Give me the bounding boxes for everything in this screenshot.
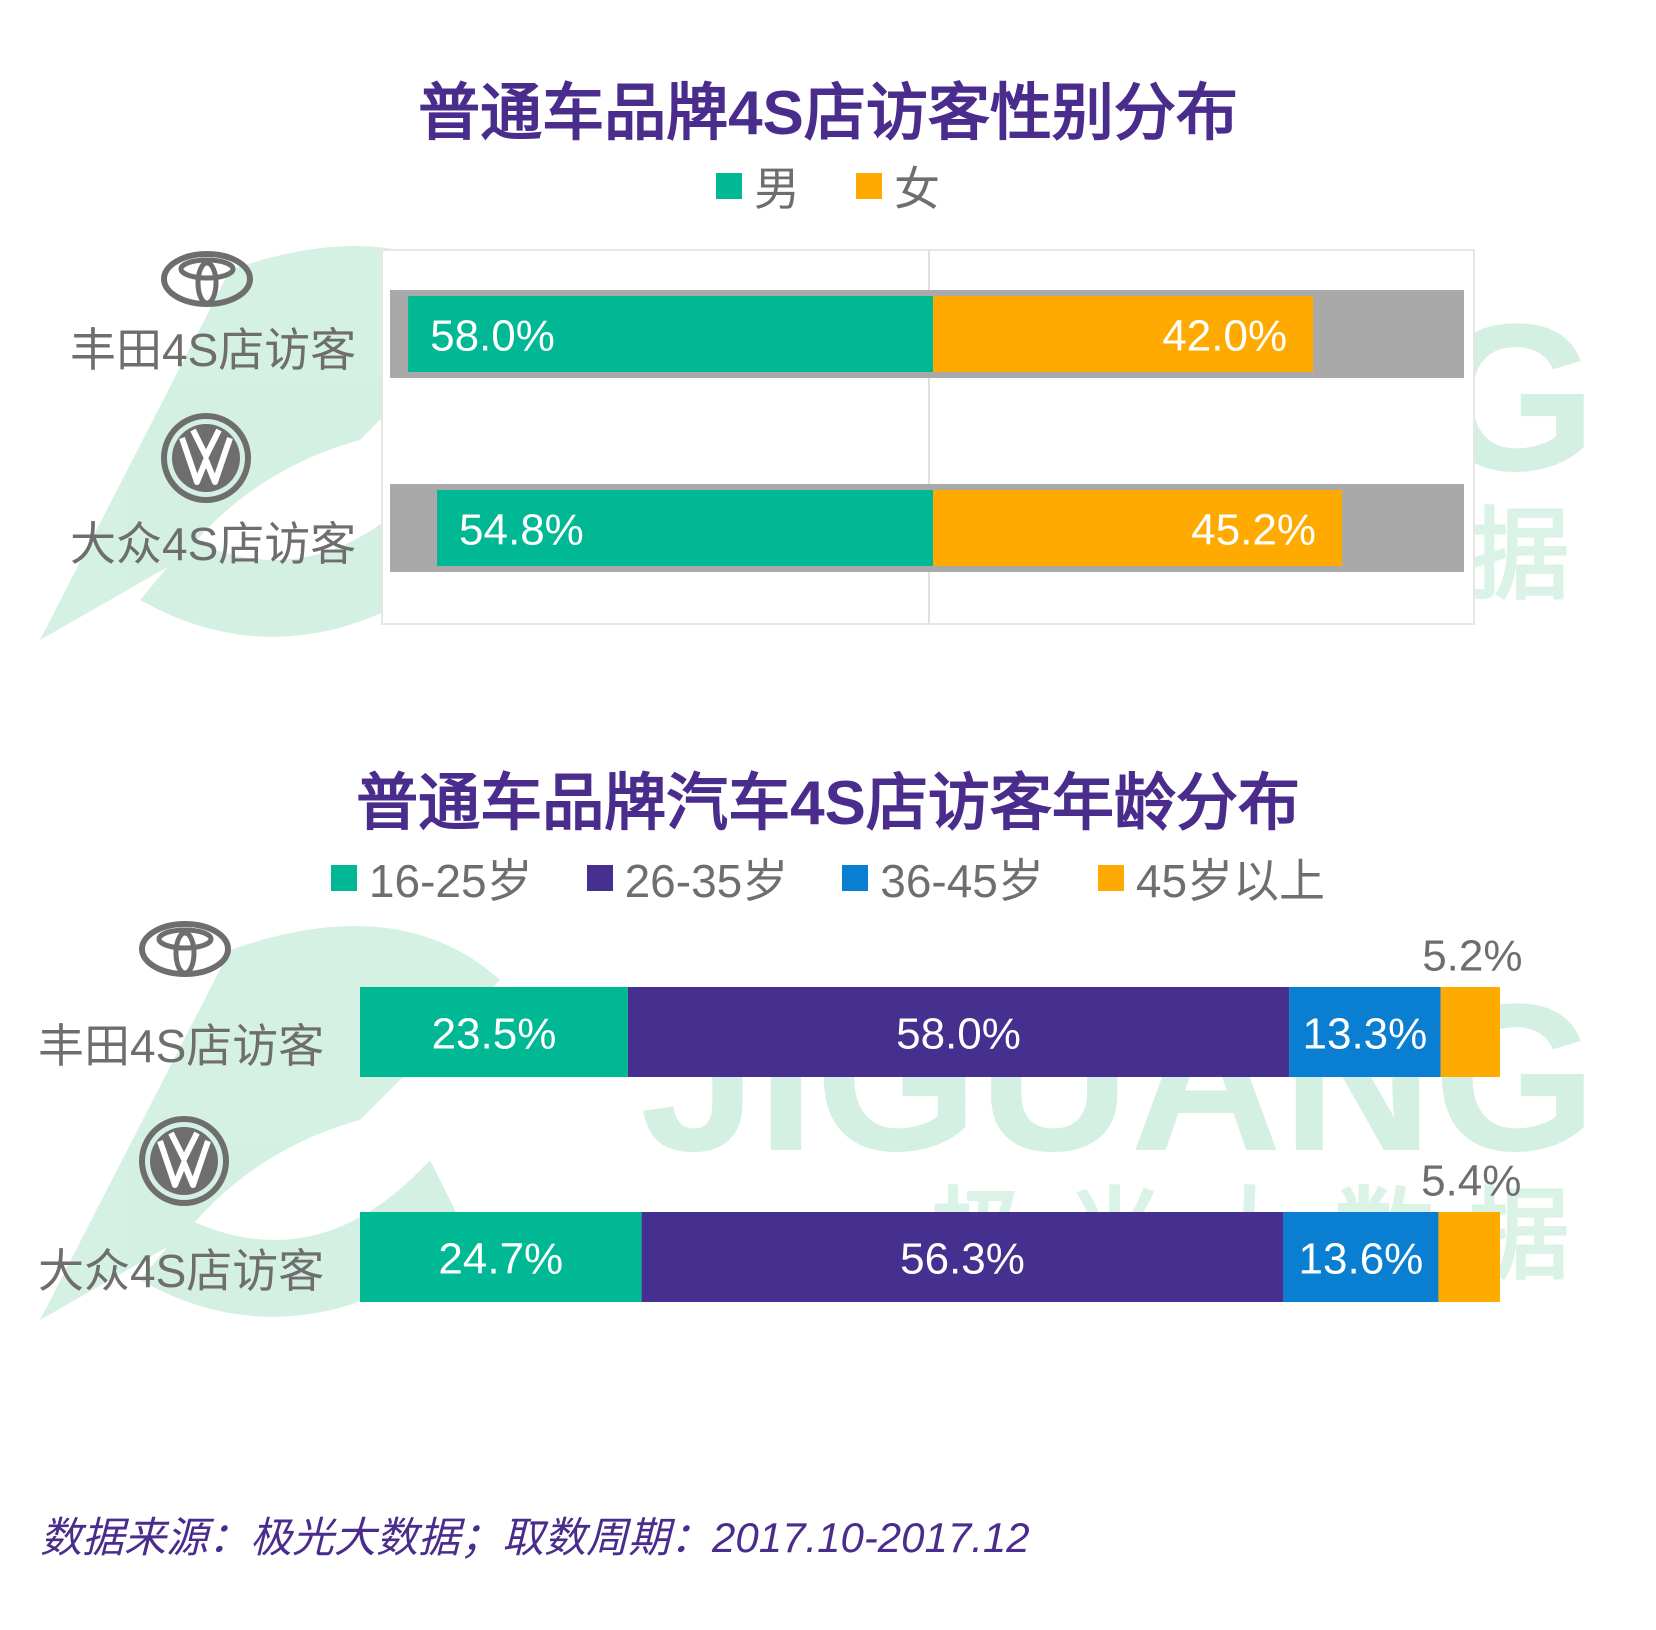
legend-label-female: 女 (894, 163, 940, 215)
age-bar-0-1 (627, 987, 1290, 1077)
gender-bar-female-1 (933, 490, 1343, 566)
legend-label-age-45-plus: 45岁以上 (1135, 855, 1326, 907)
gender-bar-female-0 (933, 296, 1314, 372)
age-label-1-0: 24.7% (438, 1235, 563, 1284)
legend-item-male: 男 (716, 153, 800, 219)
age-label-0-2: 13.3% (1303, 1010, 1428, 1059)
age-chart-legend: 16-25岁 26-35岁 36-45岁 45岁以上 (0, 850, 1656, 907)
legend-swatch-male (716, 173, 742, 199)
legend-item-age-26-35: 26-35岁 (586, 845, 789, 911)
legend-item-age-16-25: 16-25岁 (330, 845, 533, 911)
age-label-0-1: 58.0% (896, 1010, 1021, 1059)
data-source-note: 数据来源：极光大数据；取数周期：2017.10-2017.12 (40, 1514, 1030, 1561)
age-bar-1-1 (641, 1212, 1284, 1302)
age-bar-1-0 (360, 1212, 642, 1302)
gender-chart-title: 普通车品牌4S店访客性别分布 (418, 79, 1238, 148)
gender-bar-male-1 (437, 490, 933, 566)
age-bar-1-2 (1283, 1212, 1439, 1302)
age-row-label-toyota: 丰田4S店访客 (38, 1020, 325, 1072)
legend-label-age-36-45: 36-45岁 (880, 855, 1044, 907)
legend-item-age-36-45: 36-45岁 (842, 845, 1044, 911)
age-label-0-0: 23.5% (432, 1010, 557, 1059)
volkswagen-logo-icon (161, 413, 251, 503)
age-chart-title: 普通车品牌汽车4S店访客年龄分布 (356, 769, 1300, 838)
gender-row-label-toyota: 丰田4S店访客 (70, 324, 357, 376)
gender-bar-male-0 (408, 296, 934, 372)
legend-item-age-45-plus: 45岁以上 (1097, 845, 1326, 911)
volkswagen-logo-icon-age (139, 1116, 229, 1206)
legend-swatch-age-16-25 (330, 865, 357, 891)
toyota-logo-icon-age (139, 921, 231, 977)
age-bar-0-0 (360, 987, 628, 1077)
gender-label-male-1: 54.8% (459, 506, 584, 555)
gender-row-label-vw: 大众4S店访客 (70, 518, 357, 570)
gender-label-female-0: 42.0% (1162, 312, 1287, 361)
gender-label-male-0: 58.0% (430, 312, 555, 361)
age-bar-1-3 (1438, 1212, 1500, 1302)
gender-chart-legend: 男 女 (0, 158, 1656, 215)
legend-label-age-26-35: 26-35岁 (624, 855, 789, 907)
legend-swatch-age-45-plus (1097, 865, 1124, 891)
age-bar-0-2 (1289, 987, 1441, 1077)
age-label-1-3: 5.4% (1421, 1157, 1521, 1206)
legend-swatch-female (856, 173, 882, 199)
legend-label-age-16-25: 16-25岁 (368, 855, 533, 907)
gender-label-female-1: 45.2% (1191, 506, 1316, 555)
toyota-logo-icon (161, 251, 253, 307)
age-row-label-vw: 大众4S店访客 (38, 1245, 325, 1297)
legend-label-male: 男 (754, 163, 800, 215)
age-bar-0-3 (1440, 987, 1500, 1077)
legend-swatch-age-26-35 (586, 865, 613, 891)
legend-swatch-age-36-45 (842, 865, 869, 891)
age-label-1-1: 56.3% (900, 1235, 1025, 1284)
legend-item-female: 女 (856, 153, 940, 219)
age-label-1-2: 13.6% (1299, 1235, 1424, 1284)
age-label-0-3: 5.2% (1422, 932, 1522, 981)
